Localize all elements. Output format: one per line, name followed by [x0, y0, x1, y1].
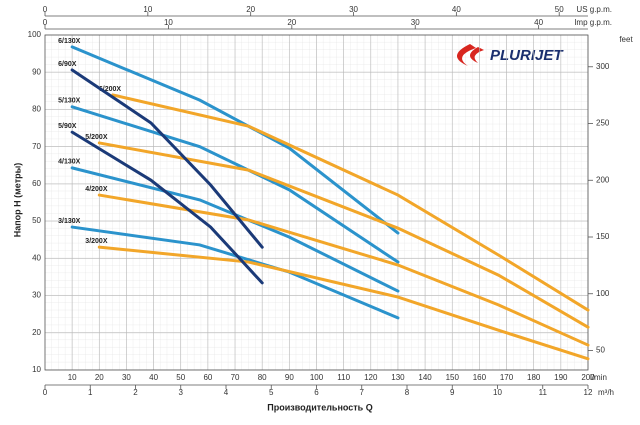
x-tick-label: 90 — [285, 373, 294, 382]
y2-tick-label: 200 — [596, 175, 610, 184]
x-tick-label: 160 — [473, 373, 487, 382]
secondary-tick-label: 4 — [224, 388, 229, 397]
secondary-tick-label: 20 — [287, 18, 296, 27]
m3h-unit: m³/h — [598, 388, 614, 397]
secondary-tick-label: 1 — [88, 388, 93, 397]
y2-tick-label: 250 — [596, 119, 610, 128]
y-tick-label: 50 — [32, 216, 41, 225]
curve-label: 4/130X — [58, 159, 81, 166]
y-tick-label: 10 — [32, 365, 41, 374]
curve — [70, 225, 400, 320]
x-tick-label: 130 — [391, 373, 405, 382]
curve-label: 6/200X — [99, 86, 122, 93]
y2-unit: feet — [619, 35, 633, 44]
x-tick-label: 60 — [203, 373, 212, 382]
secondary-tick-label: 10 — [493, 388, 502, 397]
secondary-tick-label: 12 — [584, 388, 593, 397]
secondary-tick-label: 11 — [539, 388, 548, 397]
plot-frame — [44, 34, 589, 371]
secondary-tick-label: 20 — [246, 5, 255, 14]
curve-label: 3/130X — [58, 218, 81, 225]
x-tick-label: 80 — [258, 373, 267, 382]
x-tick-label: 30 — [122, 373, 131, 382]
y-tick-label: 30 — [32, 291, 41, 300]
secondary-tick-label: 30 — [411, 18, 420, 27]
secondary-tick-label: 40 — [534, 18, 543, 27]
secondary-tick-label: 5 — [269, 388, 274, 397]
curve — [97, 245, 590, 361]
y-tick-label: 90 — [32, 67, 41, 76]
x-axis-label: Производительность Q — [267, 402, 372, 412]
x-tick-label: 110 — [337, 373, 350, 382]
x-tick-label: 100 — [310, 373, 324, 382]
y-tick-label: 20 — [32, 328, 41, 337]
curve-label: 5/200X — [85, 134, 108, 141]
impgpm-unit: Imp g.p.m. — [574, 18, 612, 27]
curve — [97, 141, 590, 329]
x-tick-label: 180 — [527, 373, 541, 382]
curve-label: 5/90X — [58, 123, 77, 130]
secondary-tick-label: 3 — [179, 388, 184, 397]
secondary-tick-label: 0 — [43, 388, 48, 397]
curve-label: 6/90X — [58, 61, 77, 68]
curve-label: 5/130X — [58, 98, 81, 105]
x-tick-label: 70 — [231, 373, 240, 382]
secondary-tick-label: 10 — [143, 5, 152, 14]
curve — [70, 130, 264, 285]
x-tick-label: 50 — [176, 373, 185, 382]
y2-tick-label: 100 — [596, 289, 610, 298]
y-tick-label: 70 — [32, 142, 41, 151]
x-tick-label: 40 — [149, 373, 158, 382]
y-tick-label: 60 — [32, 179, 41, 188]
secondary-tick-label: 2 — [133, 388, 138, 397]
secondary-tick-label: 40 — [452, 5, 461, 14]
secondary-tick-label: 0 — [43, 18, 48, 27]
secondary-tick-label: 50 — [555, 5, 564, 14]
y2-tick-label: 50 — [596, 346, 605, 355]
x-tick-label: 200 — [581, 373, 595, 382]
y-axis-label: Напор H (метры) — [12, 163, 22, 238]
secondary-tick-label: 0 — [43, 5, 48, 14]
x-tick-label: 190 — [554, 373, 568, 382]
y-tick-label: 40 — [32, 253, 41, 262]
curve-label: 3/200X — [85, 238, 108, 245]
secondary-tick-label: 9 — [450, 388, 455, 397]
y-tick-label: 80 — [32, 105, 41, 114]
x-tick-label: 10 — [68, 373, 77, 382]
usgpm-unit: US g.p.m. — [576, 5, 612, 14]
curve-label: 6/130X — [58, 38, 81, 45]
y2-tick-label: 300 — [596, 62, 610, 71]
x-unit: l/min — [590, 373, 607, 382]
x-tick-label: 20 — [95, 373, 104, 382]
curve — [97, 193, 590, 347]
x-tick-label: 150 — [446, 373, 460, 382]
secondary-tick-label: 6 — [314, 388, 319, 397]
logo-text: PLURIJET — [490, 47, 564, 64]
x-tick-label: 120 — [364, 373, 378, 382]
secondary-tick-label: 7 — [360, 388, 365, 397]
curve — [111, 93, 590, 312]
secondary-tick-label: 8 — [405, 388, 410, 397]
logo: PLURIJET — [456, 44, 564, 66]
x-tick-label: 170 — [500, 373, 514, 382]
y-tick-label: 100 — [28, 30, 42, 39]
curve — [70, 68, 264, 249]
x-tick-label: 140 — [418, 373, 432, 382]
secondary-tick-label: 10 — [164, 18, 173, 27]
y2-tick-label: 150 — [596, 232, 610, 241]
curve-label: 4/200X — [85, 186, 108, 193]
secondary-tick-label: 30 — [349, 5, 358, 14]
